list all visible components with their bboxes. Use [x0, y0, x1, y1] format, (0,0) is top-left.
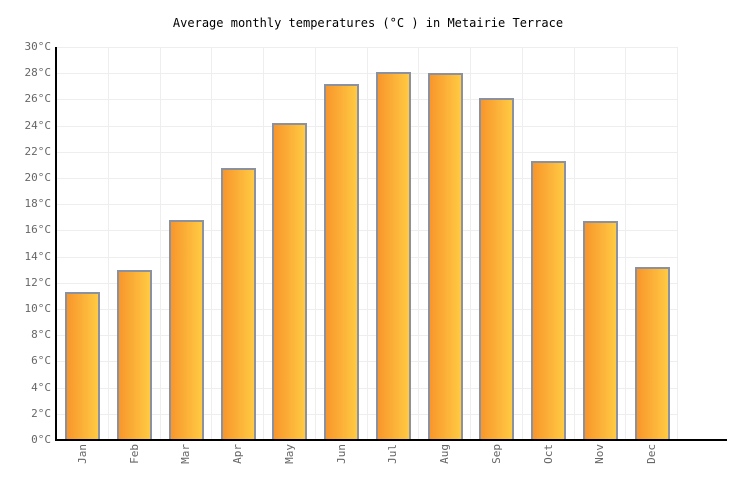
y-axis-tick-label: 12°C	[24, 275, 52, 289]
temperature-bar	[634, 267, 670, 440]
h-gridline	[57, 125, 678, 127]
x-axis-tick-label: Aug	[438, 444, 452, 464]
temperature-bar	[582, 221, 618, 440]
y-axis-tick-label: 8°C	[31, 328, 51, 342]
v-gridline	[263, 47, 264, 440]
x-axis-tick-label: Apr	[231, 444, 245, 464]
y-axis-tick-label: 4°C	[31, 380, 51, 394]
h-gridline	[57, 204, 678, 206]
x-axis-tick-label: Feb	[127, 444, 141, 464]
h-gridline	[57, 309, 678, 310]
h-gridline	[57, 413, 678, 415]
temperature-bar	[65, 291, 101, 440]
y-axis-tick-label: 16°C	[24, 223, 52, 237]
v-gridline	[573, 47, 575, 440]
h-gridline	[57, 335, 678, 337]
v-gridline	[521, 47, 523, 440]
v-gridline	[211, 47, 213, 440]
temperature-bar	[479, 98, 515, 440]
temperature-bar	[117, 269, 153, 440]
y-axis-tick-label: 24°C	[24, 118, 52, 132]
x-axis-tick-label: Nov	[593, 444, 607, 464]
y-axis-tick-label: 14°C	[24, 249, 52, 263]
x-axis-tick-label: Dec	[645, 444, 659, 464]
y-axis-tick-label: 6°C	[31, 354, 51, 368]
y-axis-tick-label: 20°C	[24, 171, 52, 184]
h-gridline	[57, 47, 678, 48]
temperature-bar	[272, 122, 308, 440]
y-axis-tick-label: 28°C	[24, 66, 52, 80]
h-gridline	[57, 178, 678, 179]
x-axis-tick-label: Jan	[75, 444, 89, 464]
h-gridline	[57, 256, 678, 258]
h-gridline	[57, 99, 678, 101]
temperature-bar	[324, 83, 360, 440]
h-gridline	[57, 361, 678, 363]
v-gridline	[159, 47, 161, 440]
x-axis-tick-label: Oct	[541, 444, 555, 464]
v-gridline	[625, 47, 627, 440]
y-axis-tick-label: 0°C	[31, 433, 51, 446]
v-gridline	[314, 47, 316, 440]
x-axis-tick-label: May	[282, 444, 296, 464]
y-axis-tick-label: 26°C	[24, 92, 52, 106]
h-gridline	[57, 387, 678, 389]
temperature-bar	[427, 73, 463, 440]
x-axis-line	[55, 439, 727, 441]
x-axis-tick-label: Mar	[179, 444, 193, 464]
temperature-bar	[168, 219, 204, 440]
y-axis-tick-label: 10°C	[24, 302, 52, 315]
x-axis-tick-label: Jul	[386, 444, 400, 464]
x-axis-tick-label: Sep	[489, 444, 503, 464]
plot-area	[57, 47, 678, 440]
temperature-bar	[375, 71, 411, 440]
h-gridline	[57, 230, 678, 232]
v-gridline	[470, 47, 471, 440]
y-axis-line	[55, 47, 57, 440]
y-axis-tick-label: 30°C	[24, 40, 52, 53]
y-axis-tick-label: 18°C	[24, 197, 52, 211]
x-axis-tick-label: Jun	[334, 444, 348, 464]
y-axis-tick-label: 2°C	[31, 406, 51, 420]
h-gridline	[57, 282, 678, 284]
h-gridline	[57, 151, 678, 153]
temperature-bar	[220, 167, 256, 440]
v-gridline	[366, 47, 368, 440]
v-gridline	[677, 47, 678, 440]
temperature-bar	[531, 160, 567, 440]
v-gridline	[107, 47, 109, 440]
v-gridline	[418, 47, 420, 440]
h-gridline	[57, 73, 678, 75]
y-axis-tick-label: 22°C	[24, 144, 52, 158]
chart-title: Average monthly temperatures (°C ) in Me…	[172, 16, 564, 30]
